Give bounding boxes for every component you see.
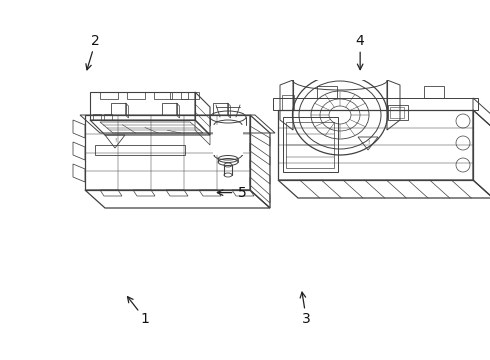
Bar: [283, 117, 338, 172]
Text: !: !: [367, 139, 369, 144]
Bar: [170, 92, 188, 99]
Text: 4: 4: [356, 35, 365, 48]
Text: 5: 5: [238, 186, 247, 199]
Text: 1: 1: [140, 312, 149, 325]
Bar: [285, 65, 395, 80]
Bar: [390, 107, 404, 118]
Bar: [95, 145, 185, 155]
Bar: [424, 86, 444, 98]
Bar: [388, 105, 408, 120]
Text: 3: 3: [302, 312, 311, 325]
Bar: [93, 114, 101, 120]
Bar: [317, 86, 337, 98]
Text: !: !: [114, 138, 116, 143]
Bar: [282, 95, 294, 110]
Bar: [100, 92, 118, 99]
Bar: [181, 92, 199, 99]
Text: 2: 2: [91, 35, 100, 48]
Bar: [286, 122, 334, 168]
Bar: [154, 92, 172, 99]
Bar: [127, 92, 145, 99]
Bar: [104, 114, 112, 120]
Bar: [213, 125, 243, 155]
